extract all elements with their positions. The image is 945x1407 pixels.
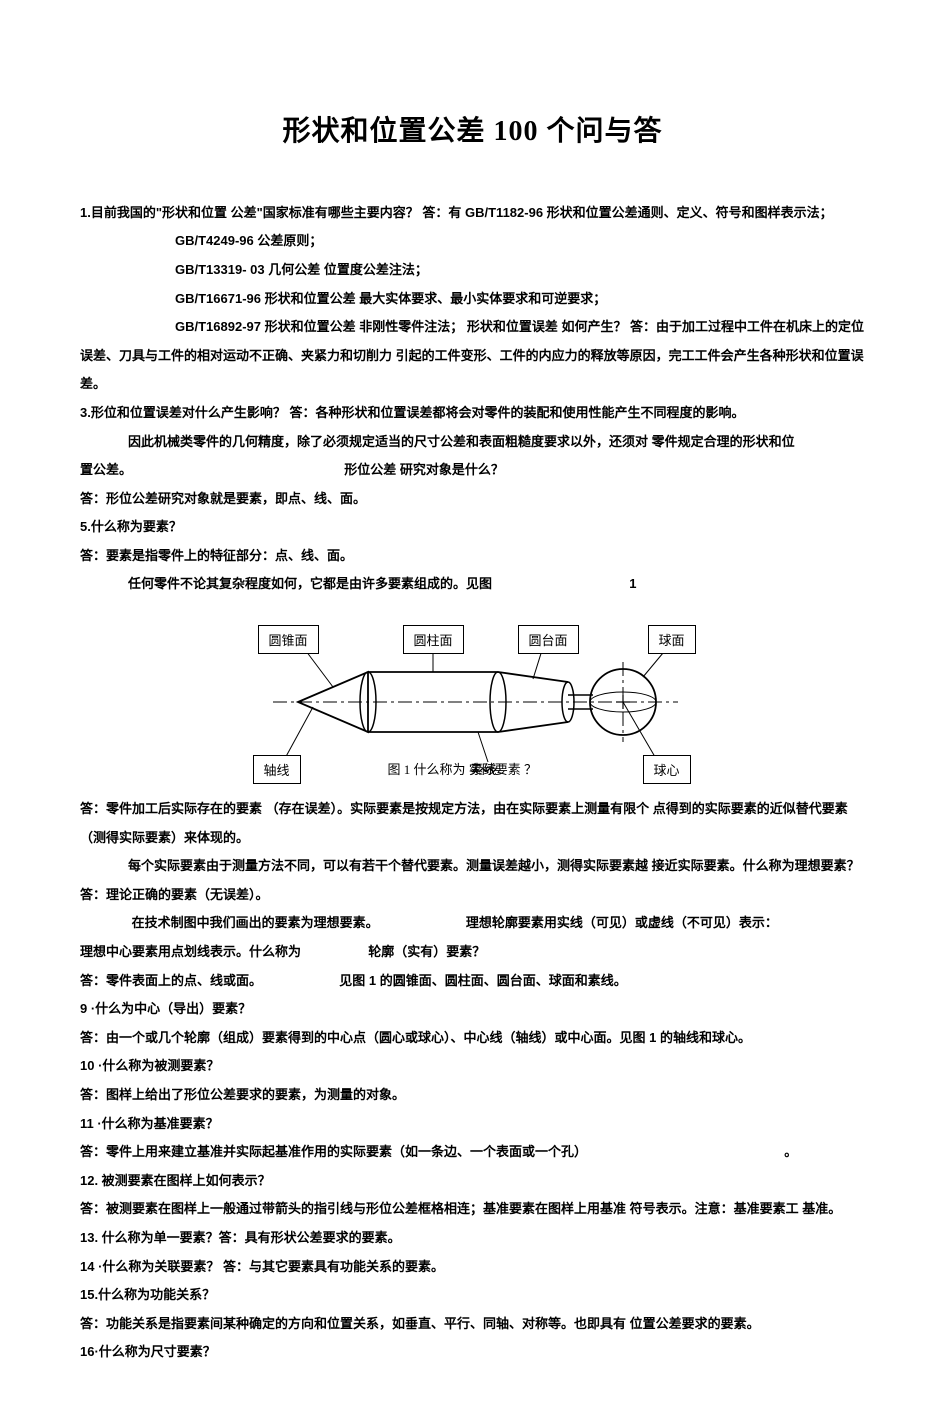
para-a10: 答：零件表面上的点、线或面。 见图 1 的圆锥面、圆柱面、圆台面、球面和素线。 <box>80 967 865 996</box>
label-axis: 轴线 <box>253 755 301 784</box>
para-a9b: 答：由一个或几个轮廓（组成）要素得到的中心点（圆心或球心）、中心线（轴线）或中心… <box>80 1024 865 1053</box>
text-left: 任何零件不论其复杂程度如何，它都是由许多要素组成的。见图 <box>128 576 492 591</box>
text-mid: 轮廓（实有）要素？ <box>368 944 485 959</box>
para-a6: 答：零件加工后实际存在的要素 （存在误差）。实际要素是按规定方法，由在实际要素上… <box>80 795 865 852</box>
para-a10b: 答：图样上给出了形位公差要求的要素，为测量的对象。 <box>80 1081 865 1110</box>
text-left: 答：零件上用来建立基准并实际起基准作用的实际要素（如一条边、一个表面或一个孔） <box>80 1144 587 1159</box>
para-std4: GB/T16892-97 形状和位置公差 非刚性零件注法； 形状和位置误差 如何… <box>80 313 865 399</box>
para-a5b: 任何零件不论其复杂程度如何，它都是由许多要素组成的。见图 1 <box>80 570 865 599</box>
text-left: 置公差。 <box>80 462 132 477</box>
para-q10: 10 ·什么称为被测要素？ <box>80 1052 865 1081</box>
para-q13: 13. 什么称为单一要素？答：具有形状公差要求的要素。 <box>80 1224 865 1253</box>
para-a11: 答：零件上用来建立基准并实际起基准作用的实际要素（如一条边、一个表面或一个孔） … <box>80 1138 865 1167</box>
para-std1: GB/T4249-96 公差原则； <box>80 227 865 256</box>
text-right: 。 <box>784 1144 797 1159</box>
text-left: 答：零件表面上的点、线或面。 <box>80 973 262 988</box>
text-left: 在技术制图中我们画出的要素为理想要素。 <box>132 915 379 930</box>
label-generatrix: 素线 <box>471 759 497 778</box>
para-a9: 理想中心要素用点划线表示。什么称为 轮廓（实有）要素？ <box>80 938 865 967</box>
figure-caption: 图 1 什么称为 实际要素 ？ <box>388 759 538 778</box>
para-a5: 答：要素是指零件上的特征部分：点、线、面。 <box>80 542 865 571</box>
para-q3: 3.形位和位置误差对什么产生影响？ 答：各种形状和位置误差都将会对零件的装配和使… <box>80 399 865 428</box>
label-cone: 圆锥面 <box>258 625 319 654</box>
para-q1: 1.目前我国的"形状和位置 公差"国家标准有哪些主要内容？ 答：有 GB/T11… <box>80 199 865 228</box>
text-right: 理想轮廓要素用实线（可见）或虚线（不可见）表示： <box>466 915 778 930</box>
text-right: 1 <box>629 576 636 591</box>
para-q5: 5.什么称为要素？ <box>80 513 865 542</box>
text-left: 理想中心要素用点划线表示。什么称为 <box>80 944 301 959</box>
para-a12: 答：被测要素在图样上一般通过带箭头的指引线与形位公差框格相连；基准要素在图样上用… <box>80 1195 865 1224</box>
text: GB/T16892-97 形状和位置公差 非刚性零件注法； 形状和位置误差 如何… <box>80 319 864 391</box>
para-a8: 在技术制图中我们画出的要素为理想要素。 理想轮廓要素用实线（可见）或虚线（不可见… <box>80 909 865 938</box>
para-q3b-b: 置公差。 形位公差 研究对象是什么？ <box>80 456 865 485</box>
text-right: 见图 1 的圆锥面、圆柱面、圆台面、球面和素线。 <box>339 973 626 988</box>
para-q9: 9 ·什么为中心（导出）要素？ <box>80 995 865 1024</box>
label-center: 球心 <box>643 755 691 784</box>
para-std3: GB/T16671-96 形状和位置公差 最大实体要求、最小实体要求和可逆要求； <box>80 285 865 314</box>
figure-1: 圆锥面 圆柱面 圆台面 球面 轴线 图 1 什么称为 实际要素 ？ 素线 球心 <box>213 607 733 787</box>
para-q3b-a: 因此机械类零件的几何精度，除了必须规定适当的尺寸公差和表面粗糙度要求以外，还须对… <box>80 428 865 457</box>
para-std2: GB/T13319- 03 几何公差 位置度公差注法； <box>80 256 865 285</box>
label-cylinder: 圆柱面 <box>403 625 464 654</box>
para-a4: 答：形位公差研究对象就是要素，即点、线、面。 <box>80 485 865 514</box>
label-frustum: 圆台面 <box>518 625 579 654</box>
label-sphere: 球面 <box>648 625 696 654</box>
document-page: 形状和位置公差 100 个问与答 1.目前我国的"形状和位置 公差"国家标准有哪… <box>0 0 945 1407</box>
para-q12: 12. 被测要素在图样上如何表示？ <box>80 1167 865 1196</box>
para-q14: 14 ·什么称为关联要素？ 答：与其它要素具有功能关系的要素。 <box>80 1253 865 1282</box>
para-a7: 每个实际要素由于测量方法不同，可以有若干个替代要素。测量误差越小，测得实际要素越… <box>80 852 865 909</box>
text-right: 形位公差 研究对象是什么？ <box>344 462 504 477</box>
para-q16: 16·什么称为尺寸要素？ <box>80 1338 865 1367</box>
para-q11: 11 ·什么称为基准要素？ <box>80 1110 865 1139</box>
page-title: 形状和位置公差 100 个问与答 <box>80 109 865 149</box>
para-q15: 15.什么称为功能关系？ <box>80 1281 865 1310</box>
para-a15: 答：功能关系是指要素间某种确定的方向和位置关系，如垂直、平行、同轴、对称等。也即… <box>80 1310 865 1339</box>
